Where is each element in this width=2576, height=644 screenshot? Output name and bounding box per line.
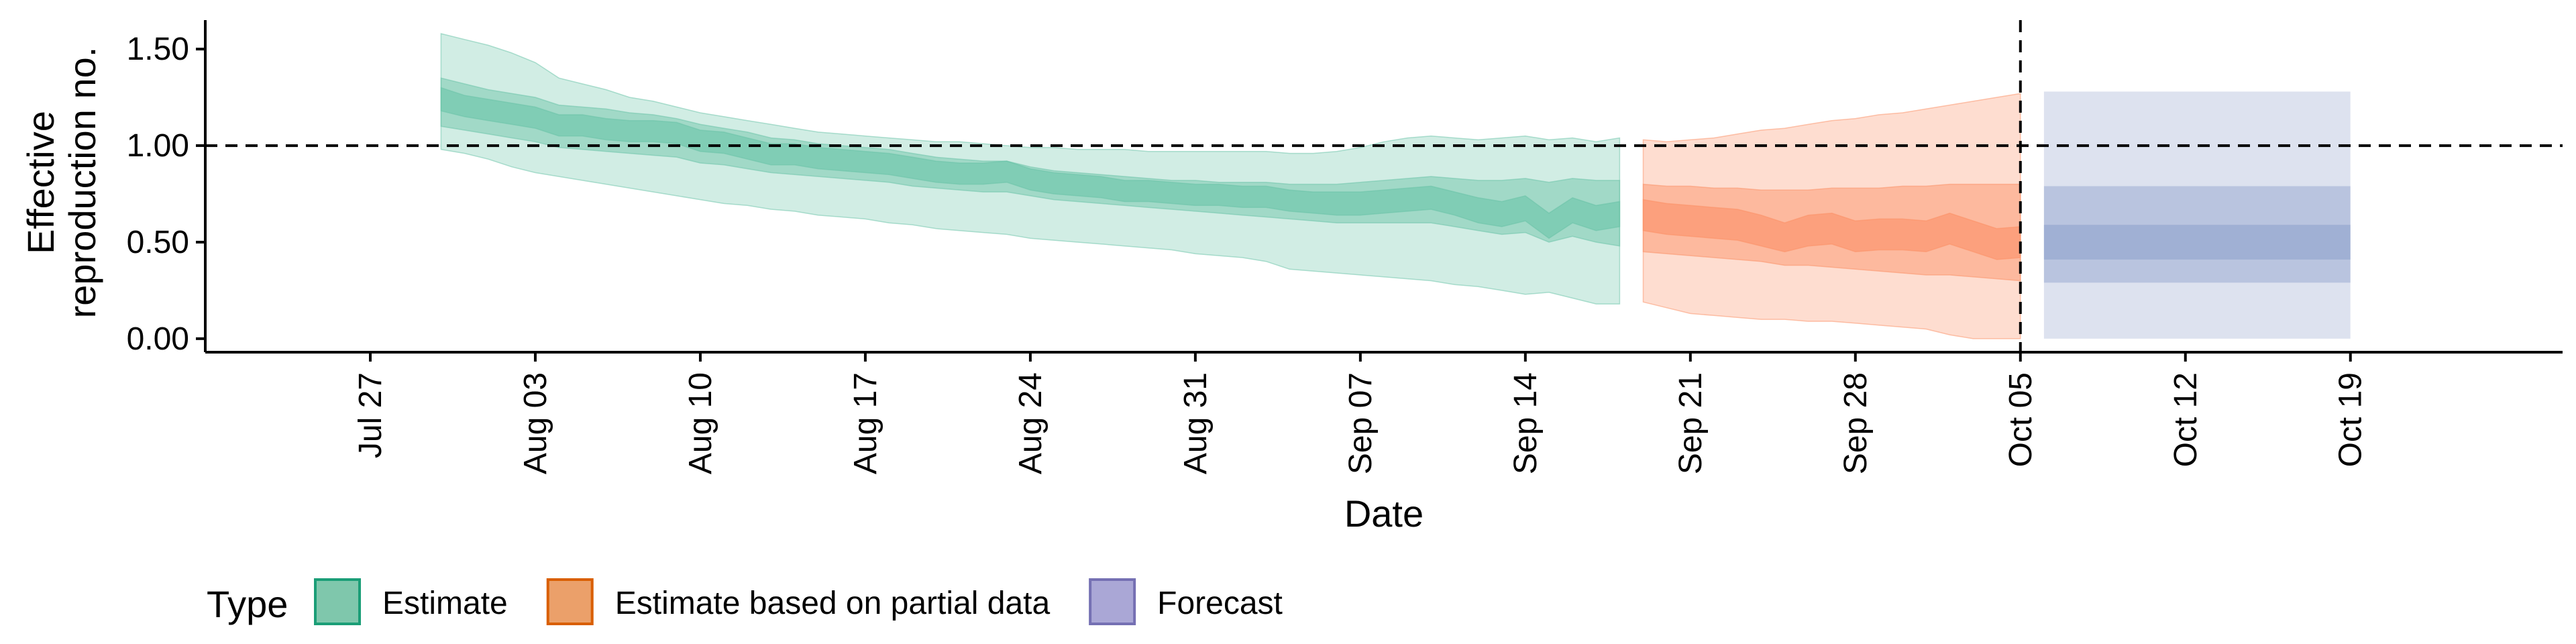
legend-label-estimate-based-on-partial-data: Estimate based on partial data bbox=[615, 586, 1051, 621]
x-tick-label: Aug 24 bbox=[1013, 372, 1049, 474]
series-layer bbox=[440, 33, 2351, 339]
x-tick-label: Oct 19 bbox=[2333, 372, 2369, 467]
x-tick-label: Sep 21 bbox=[1673, 372, 1709, 474]
x-axis-ticks: Jul 27 Aug 03 Aug 10 Aug 17 Aug 24 Aug 31 Sep … bbox=[353, 352, 2369, 474]
x-tick-label: Sep 14 bbox=[1508, 372, 1544, 474]
legend: Type Estimate Estimate based on partial d… bbox=[207, 578, 1283, 625]
band-20pct-estimate-based-on-partial-data bbox=[1642, 199, 2021, 260]
x-tick-label: Jul 27 bbox=[353, 372, 388, 458]
y-axis-title-line-2: reproduction no. bbox=[61, 47, 103, 319]
y-tick-label: 1.50 bbox=[127, 32, 189, 67]
band-90pct-forecast bbox=[2043, 91, 2351, 339]
legend-title: Type bbox=[207, 583, 288, 625]
x-tick-label: Aug 31 bbox=[1178, 372, 1214, 474]
x-tick-label: Aug 17 bbox=[848, 372, 883, 474]
legend-key-estimate-based-on-partial-data bbox=[546, 578, 594, 625]
series-forecast bbox=[2043, 91, 2351, 339]
band-20pct-forecast bbox=[2043, 225, 2351, 260]
y-tick-label: 0.00 bbox=[127, 321, 189, 357]
legend-label-forecast: Forecast bbox=[1157, 586, 1283, 621]
series-estimate-based-on-partial-data bbox=[1642, 93, 2021, 339]
legend-key-forecast bbox=[1089, 578, 1136, 625]
legend-label-estimate: Estimate bbox=[382, 586, 508, 621]
y-tick-label: 1.00 bbox=[127, 128, 189, 164]
x-axis-title: Date bbox=[1344, 492, 1424, 535]
legend-key-estimate bbox=[314, 578, 361, 625]
y-axis-title: Effective reproduction no. bbox=[19, 47, 103, 319]
x-tick-label: Sep 28 bbox=[1838, 372, 1874, 474]
x-tick-label: Aug 03 bbox=[518, 372, 553, 474]
series-estimate bbox=[440, 33, 1621, 305]
x-tick-label: Aug 10 bbox=[683, 372, 718, 474]
x-tick-label: Sep 07 bbox=[1343, 372, 1379, 474]
band-20pct-estimate bbox=[440, 87, 1621, 239]
y-axis-ticks: 0.00 0.50 1.00 1.50 bbox=[127, 32, 205, 357]
x-tick-label: Oct 05 bbox=[2003, 372, 2039, 467]
x-tick-label: Oct 12 bbox=[2168, 372, 2204, 467]
y-axis-title-line-1: Effective bbox=[19, 111, 62, 254]
y-tick-label: 0.50 bbox=[127, 225, 189, 260]
